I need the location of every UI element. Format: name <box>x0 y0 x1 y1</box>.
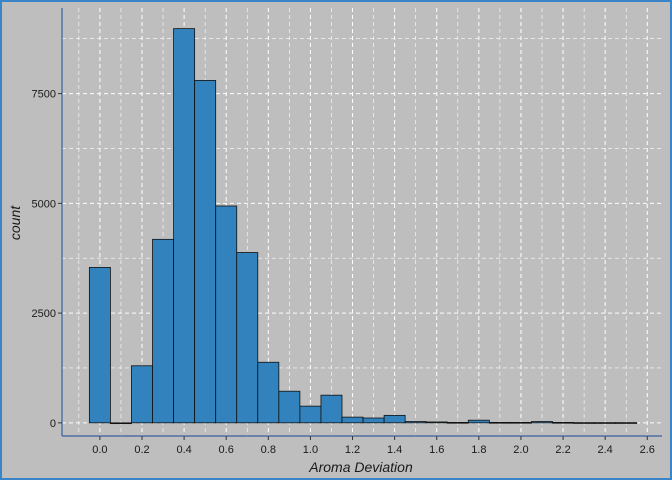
histogram-bar <box>236 252 259 424</box>
histogram-bar <box>510 421 532 424</box>
histogram-bar <box>552 421 574 424</box>
histogram-bar <box>257 361 280 424</box>
x-tick-label: 0.0 <box>92 444 107 456</box>
histogram-bar <box>299 405 322 424</box>
histogram-bar <box>362 417 385 424</box>
histogram-bar <box>531 421 553 424</box>
x-tick-label: 1.6 <box>429 444 444 456</box>
histogram-bar <box>88 267 111 424</box>
histogram-bar <box>573 422 596 424</box>
y-axis-title: count <box>7 205 23 240</box>
x-tick-label: 1.2 <box>345 444 360 456</box>
histogram-bar <box>425 421 448 424</box>
y-tick-label: 7500 <box>32 89 56 101</box>
histogram-bar <box>152 238 174 424</box>
histogram-bar <box>215 205 238 424</box>
histogram-bar <box>594 422 617 424</box>
histogram-bar <box>615 422 638 424</box>
histogram-bar <box>110 422 132 425</box>
x-tick-label: 0.8 <box>261 444 276 456</box>
x-tick-label: 1.0 <box>303 444 318 456</box>
histogram-bar <box>467 419 490 424</box>
histogram-bar <box>194 80 217 424</box>
x-tick-label: 2.0 <box>513 444 528 456</box>
x-tick-label: 0.6 <box>219 444 234 456</box>
x-tick-label: 2.2 <box>555 444 570 456</box>
x-tick-label: 2.6 <box>640 444 655 456</box>
x-tick-label: 1.4 <box>387 444 402 456</box>
histogram-bar <box>320 394 343 424</box>
histogram-bar <box>278 390 301 424</box>
x-axis-title: Aroma Deviation <box>308 459 413 475</box>
histogram-bar <box>173 28 196 424</box>
histogram-bar <box>446 421 469 424</box>
histogram-bars <box>88 28 638 425</box>
x-tick-label: 0.2 <box>134 444 149 456</box>
histogram-bar <box>341 416 364 424</box>
histogram-bar <box>131 365 153 424</box>
x-tick-label: 1.8 <box>471 444 486 456</box>
y-tick-label: 2500 <box>32 308 56 320</box>
x-tick-label: 0.4 <box>176 444 191 456</box>
tick-labels: 0.0 0.2 0.4 0.6 0.8 1.0 1.2 1.4 1.6 1.8 2.0 2.2 2.4 2… <box>32 89 655 456</box>
axes <box>58 8 662 440</box>
y-tick-label: 0 <box>50 418 56 430</box>
histogram-bar <box>383 414 406 424</box>
y-tick-label: 5000 <box>32 198 56 210</box>
histogram-bar <box>404 421 427 424</box>
histogram-bar <box>488 421 511 424</box>
x-tick-label: 2.4 <box>598 444 613 456</box>
